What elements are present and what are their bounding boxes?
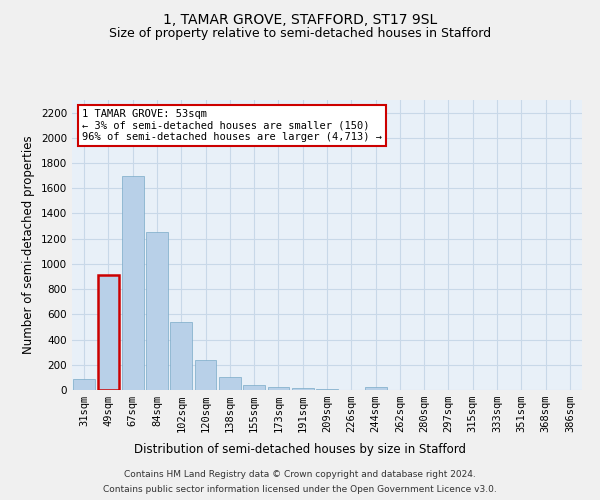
Y-axis label: Number of semi-detached properties: Number of semi-detached properties: [22, 136, 35, 354]
Bar: [268, 387, 289, 390]
Bar: [97, 276, 119, 390]
Text: Size of property relative to semi-detached houses in Stafford: Size of property relative to semi-detach…: [109, 28, 491, 40]
Text: 1 TAMAR GROVE: 53sqm
← 3% of semi-detached houses are smaller (150)
96% of semi-: 1 TAMAR GROVE: 53sqm ← 3% of semi-detach…: [82, 108, 382, 142]
Bar: [292, 388, 314, 390]
Text: Distribution of semi-detached houses by size in Stafford: Distribution of semi-detached houses by …: [134, 442, 466, 456]
Bar: [170, 322, 192, 390]
Bar: [243, 385, 265, 390]
Bar: [122, 176, 143, 390]
Text: Contains public sector information licensed under the Open Government Licence v3: Contains public sector information licen…: [103, 485, 497, 494]
Text: 1, TAMAR GROVE, STAFFORD, ST17 9SL: 1, TAMAR GROVE, STAFFORD, ST17 9SL: [163, 12, 437, 26]
Bar: [73, 378, 95, 390]
Bar: [365, 388, 386, 390]
Bar: [219, 378, 241, 390]
Bar: [146, 232, 168, 390]
Bar: [194, 360, 217, 390]
Text: Contains HM Land Registry data © Crown copyright and database right 2024.: Contains HM Land Registry data © Crown c…: [124, 470, 476, 479]
